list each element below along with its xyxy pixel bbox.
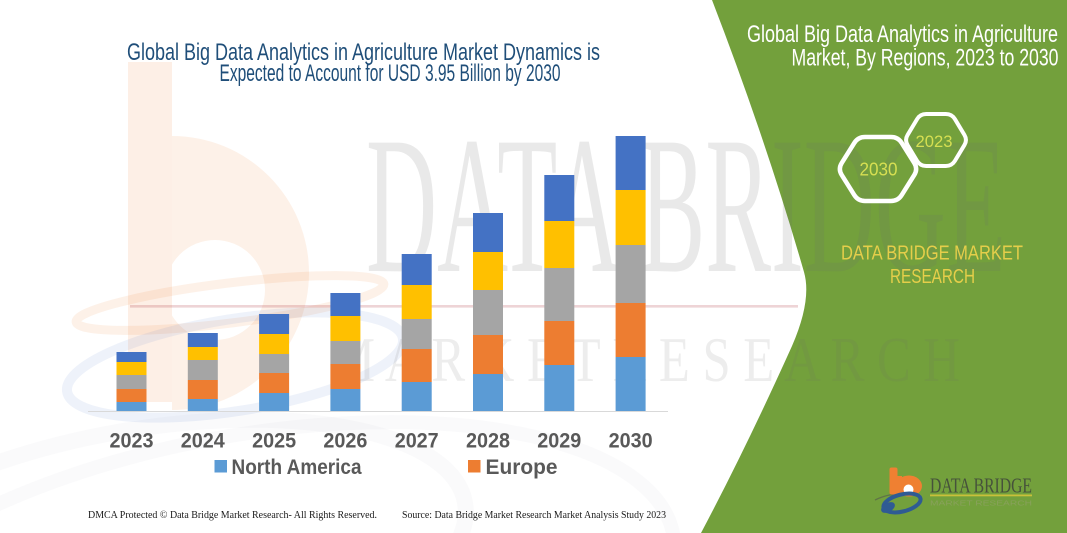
svg-text:RESEARCH: RESEARCH — [890, 266, 975, 288]
svg-text:2024: 2024 — [181, 430, 225, 453]
svg-text:Expected to Account for USD 3.: Expected to Account for USD 3.95 Billion… — [220, 60, 561, 87]
svg-text:2023: 2023 — [916, 132, 953, 151]
svg-text:MARKET RESEARCH: MARKET RESEARCH — [930, 499, 1032, 508]
svg-text:Market, By Regions, 2023 to 20: Market, By Regions, 2023 to 2030 — [792, 45, 1059, 72]
svg-text:2023: 2023 — [110, 430, 154, 453]
svg-text:2025: 2025 — [252, 430, 296, 453]
svg-text:Europe: Europe — [486, 456, 558, 479]
svg-text:DATA BRIDGE: DATA BRIDGE — [930, 474, 1032, 498]
svg-text:Global Big Data Analytics in A: Global Big Data Analytics in Agriculture — [747, 21, 1058, 48]
svg-text:2030: 2030 — [609, 430, 653, 453]
svg-text:2027: 2027 — [395, 430, 439, 453]
svg-text:2028: 2028 — [466, 430, 510, 453]
svg-text:DMCA Protected © Data Bridge M: DMCA Protected © Data Bridge Market Rese… — [88, 509, 377, 521]
svg-text:2026: 2026 — [323, 430, 367, 453]
svg-text:DATA BRIDGE: DATA BRIDGE — [366, 97, 1006, 314]
svg-text:2030: 2030 — [860, 160, 898, 180]
svg-text:2029: 2029 — [537, 430, 581, 453]
svg-text:North America: North America — [232, 456, 362, 479]
svg-text:Global Big Data Analytics in A: Global Big Data Analytics in Agriculture… — [127, 39, 600, 66]
svg-text:DATA BRIDGE MARKET: DATA BRIDGE MARKET — [841, 243, 1023, 265]
svg-text:Source: Data Bridge Market Res: Source: Data Bridge Market Research Mark… — [402, 509, 666, 521]
